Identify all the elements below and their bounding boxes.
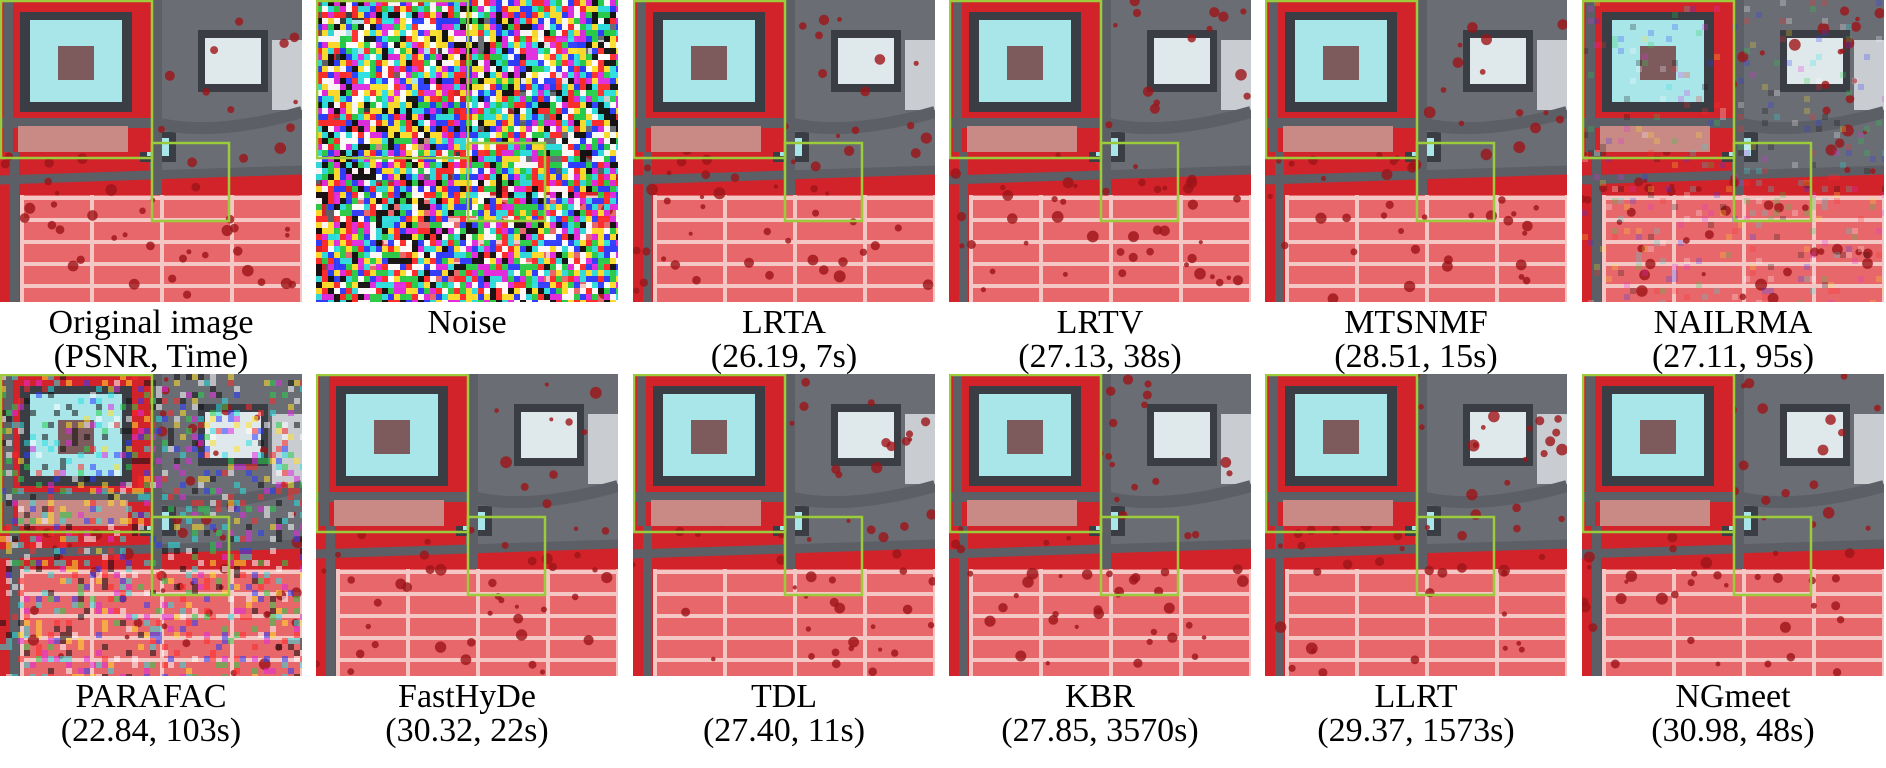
metrics-label: (27.40, 11s) bbox=[702, 712, 866, 749]
caption-nailrma: NAILRMA (27.11, 95s) bbox=[1582, 306, 1884, 374]
panel-kbr: KBR (27.85, 3570s) bbox=[949, 374, 1251, 748]
method-label: LRTA bbox=[741, 304, 826, 341]
method-label: NAILRMA bbox=[1653, 304, 1813, 341]
panel-lrta: LRTA (26.19, 7s) bbox=[633, 0, 935, 374]
method-label: NGmeet bbox=[1675, 678, 1791, 715]
method-label: TDL bbox=[750, 678, 818, 715]
metrics-label: (27.13, 38s) bbox=[1018, 338, 1182, 375]
caption-fasthyde: FastHyDe (30.32, 22s) bbox=[316, 680, 618, 748]
result-image-parafac bbox=[0, 374, 302, 676]
panel-lrtv: LRTV (27.13, 38s) bbox=[949, 0, 1251, 374]
result-image-llrt bbox=[1265, 374, 1567, 676]
caption-kbr: KBR (27.85, 3570s) bbox=[949, 680, 1251, 748]
result-image-original-image bbox=[0, 0, 302, 302]
caption-ngmeet: NGmeet (30.98, 48s) bbox=[1582, 680, 1884, 748]
panel-nailrma: NAILRMA (27.11, 95s) bbox=[1582, 0, 1884, 374]
caption-tdl: TDL (27.40, 11s) bbox=[633, 680, 935, 748]
caption-original-image: Original image (PSNR, Time) bbox=[0, 306, 302, 374]
result-image-tdl bbox=[633, 374, 935, 676]
metrics-label: (28.51, 15s) bbox=[1334, 338, 1498, 375]
metrics-label: (27.85, 3570s) bbox=[1001, 712, 1199, 749]
metrics-label: (22.84, 103s) bbox=[60, 712, 242, 749]
method-label: PARAFAC bbox=[75, 678, 227, 715]
result-image-fasthyde bbox=[316, 374, 618, 676]
caption-noise: Noise bbox=[316, 306, 618, 340]
result-image-lrta bbox=[633, 0, 935, 302]
result-image-noise bbox=[316, 0, 618, 302]
metrics-label: (30.98, 48s) bbox=[1651, 712, 1815, 749]
result-image-mtsnmf bbox=[1265, 0, 1567, 302]
metrics-label: (27.11, 95s) bbox=[1651, 338, 1815, 375]
method-label: FastHyDe bbox=[398, 678, 536, 715]
metrics-label: (30.32, 22s) bbox=[385, 712, 549, 749]
caption-lrta: LRTA (26.19, 7s) bbox=[633, 306, 935, 374]
caption-mtsnmf: MTSNMF (28.51, 15s) bbox=[1265, 306, 1567, 374]
method-label: Noise bbox=[427, 304, 507, 341]
caption-llrt: LLRT (29.37, 1573s) bbox=[1265, 680, 1567, 748]
panel-fasthyde: FastHyDe (30.32, 22s) bbox=[316, 374, 618, 748]
method-label: KBR bbox=[1065, 678, 1135, 715]
panel-tdl: TDL (27.40, 11s) bbox=[633, 374, 935, 748]
panel-original-image: Original image (PSNR, Time) bbox=[0, 0, 302, 374]
panel-llrt: LLRT (29.37, 1573s) bbox=[1265, 374, 1567, 748]
panel-noise: Noise bbox=[316, 0, 618, 340]
caption-lrtv: LRTV (27.13, 38s) bbox=[949, 306, 1251, 374]
metrics-label: (PSNR, Time) bbox=[53, 338, 249, 375]
result-image-ngmeet bbox=[1582, 374, 1884, 676]
method-label: Original image bbox=[48, 304, 254, 341]
panel-ngmeet: NGmeet (30.98, 48s) bbox=[1582, 374, 1884, 748]
metrics-label: (26.19, 7s) bbox=[710, 338, 858, 375]
result-image-nailrma bbox=[1582, 0, 1884, 302]
metrics-label: (29.37, 1573s) bbox=[1317, 712, 1515, 749]
method-label: MTSNMF bbox=[1344, 304, 1488, 341]
panel-mtsnmf: MTSNMF (28.51, 15s) bbox=[1265, 0, 1567, 374]
method-label: LRTV bbox=[1056, 304, 1144, 341]
panel-parafac: PARAFAC (22.84, 103s) bbox=[0, 374, 302, 748]
result-image-kbr bbox=[949, 374, 1251, 676]
caption-parafac: PARAFAC (22.84, 103s) bbox=[0, 680, 302, 748]
result-image-lrtv bbox=[949, 0, 1251, 302]
method-label: LLRT bbox=[1374, 678, 1458, 715]
